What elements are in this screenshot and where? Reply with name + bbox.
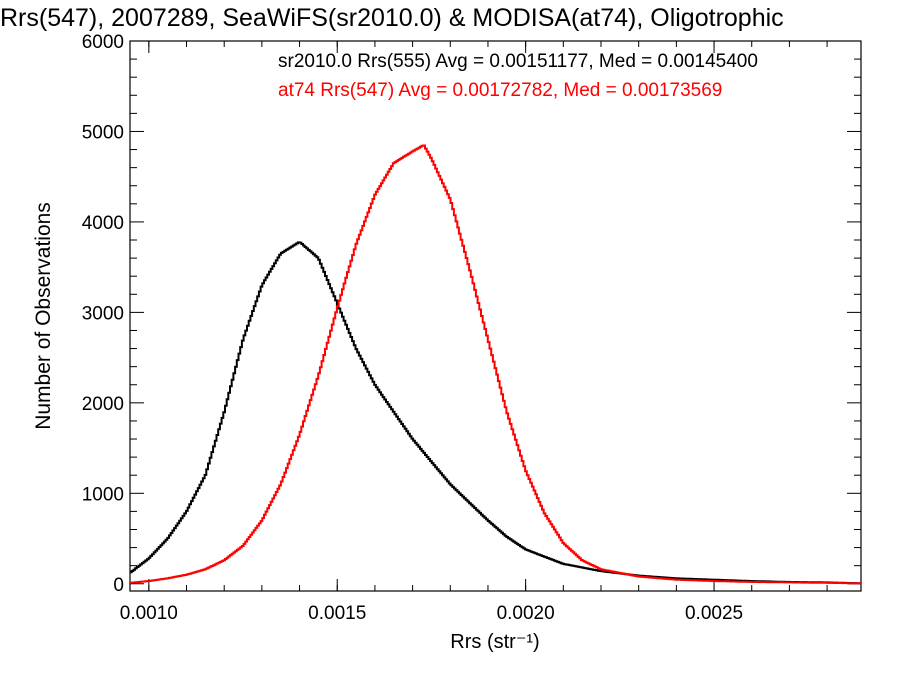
series-line-1 (130, 144, 861, 585)
y-tick-label: 2000 (82, 394, 124, 415)
y-tick-label: 4000 (82, 213, 124, 234)
x-tick-label: 0.0025 (685, 603, 743, 624)
series-line-0 (130, 241, 861, 585)
y-tick-label: 0 (113, 575, 124, 596)
y-axis-ticks: 0 1000 2000 3000 4000 5000 6000 (82, 32, 861, 596)
y-tick-label: 6000 (82, 32, 124, 53)
plot-frame (129, 40, 862, 592)
legend-black-stats: sr2010.0 Rrs(555) Avg = 0.00151177, Med … (278, 51, 758, 72)
y-tick-label: 5000 (82, 122, 124, 143)
y-axis-title: Number of Observations (32, 202, 55, 430)
chart-title: Rrs(547), 2007289, SeaWiFS(sr2010.0) & M… (0, 4, 784, 32)
series-group (130, 144, 861, 585)
x-axis-ticks: 0.0010 0.0015 0.0020 0.0025 (120, 41, 828, 624)
x-tick-label: 0.0015 (308, 603, 366, 624)
x-axis-title: Rrs (str⁻¹) (450, 631, 539, 653)
y-tick-label: 3000 (82, 303, 124, 324)
x-tick-label: 0.0020 (497, 603, 555, 624)
legend-red-stats: at74 Rrs(547) Avg = 0.00172782, Med = 0.… (278, 80, 722, 101)
x-tick-label: 0.0010 (120, 603, 178, 624)
y-tick-label: 1000 (82, 484, 124, 505)
